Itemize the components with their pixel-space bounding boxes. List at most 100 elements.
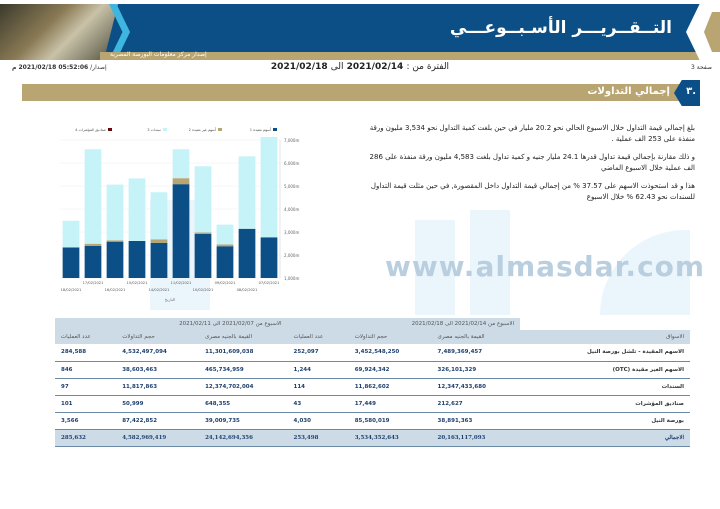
cell-value: 648,355 xyxy=(199,395,288,413)
cell-value: 1,244 xyxy=(287,361,349,379)
cell-value: 11,301,609,038 xyxy=(199,344,288,362)
bar-segment xyxy=(106,240,124,242)
header-right-chevron-inner xyxy=(704,12,720,52)
x-tick-label: 11/02/2021 xyxy=(171,281,192,285)
column-header: القيمة بالجنيه مصرى xyxy=(431,330,520,344)
column-header: عدد العمليات xyxy=(55,330,117,344)
column-header: حجم التداولات xyxy=(348,330,432,344)
paragraph: هذا و قد استحوذت الاسهم على 37.57 % من إ… xyxy=(370,182,695,201)
total-row: الاجمالي 20,163,117,093 3,534,352,643 253,4… xyxy=(55,429,690,447)
summary-paragraphs: بلغ إجمالي قيمة التداول خلال الاسبوع الح… xyxy=(365,123,695,210)
x-tick-label: 09/02/2021 xyxy=(215,281,236,285)
cell-value: 39,009,735 xyxy=(199,412,288,430)
issued-value: 05:52:06 2021/02/18 م xyxy=(12,64,89,71)
x-tick-label: 15/02/2021 xyxy=(127,281,148,285)
table-row: صناديق المؤشرات 212,627 17,449 43 648,355 50,… xyxy=(55,395,690,413)
column-header: القيمة بالجنيه مصرى xyxy=(199,330,288,344)
bar-segment xyxy=(128,240,146,278)
bar-segment xyxy=(172,184,190,278)
issued-time: إصدار/ 05:52:06 2021/02/18 م xyxy=(12,64,107,71)
issued-label: إصدار xyxy=(92,64,107,71)
period-to-label: الى xyxy=(330,62,344,72)
bar-segment xyxy=(128,178,146,241)
cell-value: 17,449 xyxy=(348,395,432,413)
total-value: 253,498 xyxy=(287,429,349,447)
y-tick-label: 7,000m xyxy=(284,138,299,143)
bar-segment xyxy=(172,178,190,185)
period-to: 2021/02/18 xyxy=(270,62,328,72)
x-tick-label: 14/02/2021 xyxy=(149,288,170,292)
page-number-value: 3 xyxy=(691,64,695,71)
bar-segment xyxy=(216,244,234,247)
cell-value: 3,566 xyxy=(55,412,117,430)
report-title: التــقــريـــر الأسـبــوعـــي xyxy=(449,18,672,38)
bar-segment xyxy=(62,247,80,278)
x-tick-label: 10/02/2021 xyxy=(193,288,214,292)
total-value: 3,534,352,643 xyxy=(348,429,432,447)
y-tick-label: 1,000m xyxy=(284,276,299,281)
legend-entry[interactable]: سندات 3 xyxy=(147,128,161,132)
market-name: الاسهم الغير مقيدة (OTC) xyxy=(520,361,690,379)
table-row: الاسهم الغير مقيدة (OTC) 326,101,329 69,92… xyxy=(55,361,690,379)
cell-value: 50,999 xyxy=(116,395,200,413)
legend-swatch xyxy=(163,128,167,131)
cell-value: 465,734,959 xyxy=(199,361,288,379)
y-tick-label: 6,000m xyxy=(284,161,299,166)
legend-entry[interactable]: صناديق المؤشرات 4 xyxy=(75,128,106,132)
x-tick-label: 18/02/2021 xyxy=(61,288,82,292)
legend-swatch xyxy=(273,128,277,131)
cell-value: 38,603,463 xyxy=(116,361,200,379)
cell-value: 7,489,369,457 xyxy=(431,344,520,362)
bar-segment xyxy=(62,220,80,248)
x-tick-label: 08/02/2021 xyxy=(237,288,258,292)
cell-value: 252,097 xyxy=(287,344,349,362)
market-name: السندات xyxy=(520,378,690,396)
cell-value: 3,452,548,250 xyxy=(348,344,432,362)
cell-value: 101 xyxy=(55,395,117,413)
watermark-shape xyxy=(415,220,455,315)
paragraph: و ذلك مقارنة بإجمالي قيمة تداول قدرها 24… xyxy=(369,153,695,172)
bar-segment xyxy=(150,242,168,278)
legend-entry[interactable]: أسهم مقيدة 1 xyxy=(250,127,271,132)
cell-value: 11,862,602 xyxy=(348,378,432,396)
cell-value: 326,101,329 xyxy=(431,361,520,379)
header-subtitle: إصدار مركز معلومات البورصة المصرية xyxy=(110,51,207,58)
bar-segment xyxy=(194,166,212,233)
period-label: الفترة من : xyxy=(406,62,450,72)
legend-entry[interactable]: أسهم غير مقيدة 2 xyxy=(189,127,216,132)
section-title: إجمالي التداولات xyxy=(587,86,670,97)
watermark-text: www.almasdar.com xyxy=(385,250,706,283)
period-from: 2021/02/14 xyxy=(346,62,404,72)
cell-value: 284,588 xyxy=(55,344,117,362)
cell-value: 114 xyxy=(287,378,349,396)
table-row: الاسهم المقيدة - تلشل بورصة النيل 7,489,3… xyxy=(55,344,690,362)
page-number: 3 صفحة xyxy=(691,64,712,71)
cell-value: 87,422,852 xyxy=(116,412,200,430)
cell-value: 4,532,497,094 xyxy=(116,344,200,362)
column-header: حجم التداولات xyxy=(116,330,200,344)
bar-segment xyxy=(238,228,256,278)
column-header: الاسواق xyxy=(520,330,690,344)
cell-value: 11,817,863 xyxy=(116,378,200,396)
bar-segment xyxy=(194,232,212,234)
x-axis-label: التاريخ xyxy=(165,297,175,302)
bar-segment xyxy=(84,149,102,244)
bar-segment xyxy=(260,237,278,278)
bar-segment xyxy=(238,156,256,229)
y-tick-label: 4,000m xyxy=(284,207,299,212)
current-week-header: الاسبوع من 2021/02/14 الى 2021/02/18 xyxy=(287,318,520,330)
cell-value: 69,924,342 xyxy=(348,361,432,379)
total-value: 4,582,969,419 xyxy=(116,429,200,447)
bar-segment xyxy=(106,184,124,241)
bar-segment xyxy=(216,246,234,278)
previous-week-header: الاسبوع من 2021/02/07 الى 2021/02/11 xyxy=(55,318,288,330)
bar-segment xyxy=(106,241,124,278)
trading-value-chart: 1,000m 2,000m 3,000m 4,000m 5,000m 6,000m 7,00… xyxy=(60,127,299,302)
market-name: بورصة النيل xyxy=(520,412,690,430)
bar-segment xyxy=(84,245,102,278)
section-number: ٣. xyxy=(686,86,696,97)
market-name: الاسهم المقيدة - تلشل بورصة النيل xyxy=(520,344,690,362)
y-tick-label: 3,000m xyxy=(284,230,299,235)
report-period: الفترة من : 2021/02/14 الى 2021/02/18 xyxy=(200,62,520,72)
paragraph: بلغ إجمالي قيمة التداول خلال الاسبوع الح… xyxy=(369,124,695,143)
